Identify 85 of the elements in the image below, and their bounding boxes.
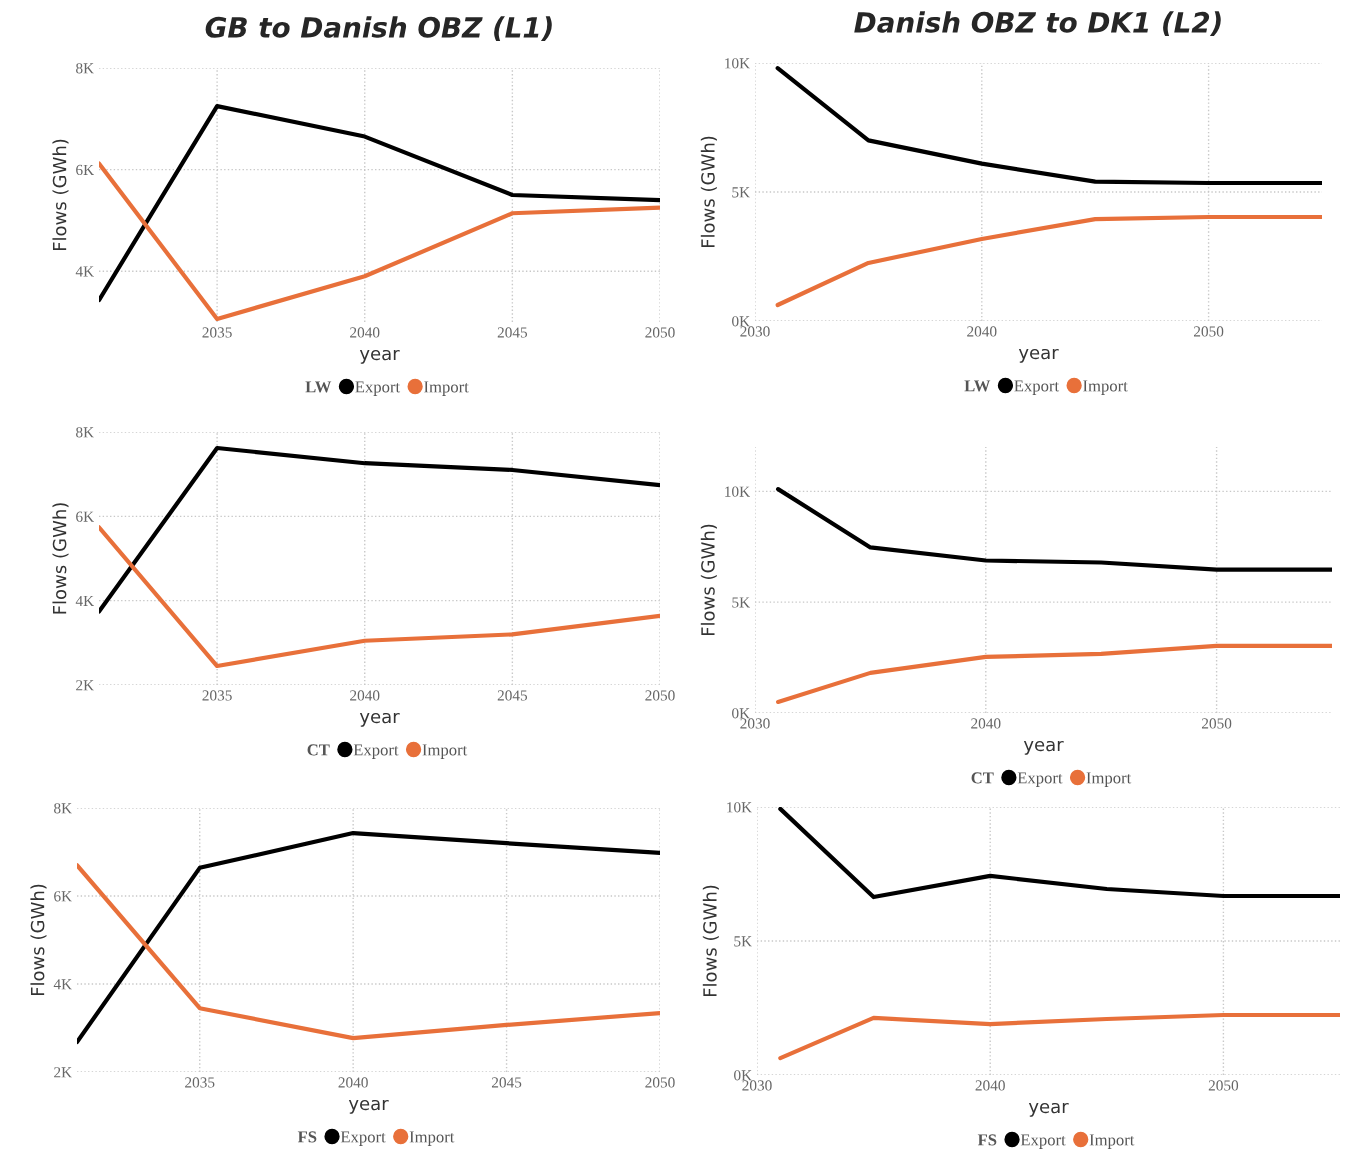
- y-axis-title: Flows (GWh): [700, 524, 717, 636]
- line-series: [99, 445, 660, 614]
- legend-label: Export: [1020, 1134, 1066, 1149]
- line-series: [77, 863, 660, 1041]
- y-tick-label: 8K: [54, 803, 72, 814]
- line-series: [77, 830, 660, 1045]
- x-tick-label: 2040: [350, 690, 380, 701]
- x-tick-label: 2050: [645, 1077, 675, 1088]
- legend-label: Export: [353, 744, 399, 759]
- legend-label: Export: [340, 1131, 386, 1146]
- line-series: [775, 66, 1322, 186]
- y-tick-label: 2K: [76, 680, 94, 691]
- line-series: [99, 525, 660, 669]
- legend-label: Import: [424, 381, 469, 396]
- x-tick-label: 2050: [645, 690, 675, 701]
- x-tick-label: 2040: [967, 326, 997, 337]
- y-tick-label: 5K: [732, 187, 750, 198]
- x-tick-label: 2030: [740, 718, 770, 729]
- legend-title: LW: [964, 380, 991, 392]
- x-axis-title: year: [348, 1099, 389, 1114]
- x-tick-label: 2045: [497, 690, 528, 701]
- x-tick-label: 2050: [1193, 326, 1224, 337]
- x-axis-title: year: [359, 349, 400, 364]
- x-axis-title: year: [1018, 348, 1059, 363]
- legend-label: Import: [1089, 1134, 1135, 1149]
- legend-label: Import: [1083, 380, 1128, 395]
- x-tick-label: 2030: [742, 1080, 772, 1091]
- y-tick-label: 4K: [75, 266, 94, 277]
- y-tick-label: 0K: [734, 1070, 752, 1081]
- y-tick-label: 4K: [75, 595, 94, 606]
- y-tick-label: 10K: [727, 802, 752, 813]
- line-series: [775, 214, 1322, 308]
- legend-title: CT: [307, 744, 330, 756]
- y-tick-label: 6K: [76, 164, 94, 176]
- y-axis-title: Flows (GWh): [30, 884, 47, 996]
- y-tick-label: 10K: [725, 486, 750, 497]
- y-tick-label: 0K: [732, 708, 750, 719]
- x-tick-label: 2040: [338, 1077, 368, 1088]
- line-series: [775, 643, 1332, 705]
- legend-title: LW: [305, 381, 332, 393]
- y-tick-label: 0K: [732, 316, 750, 327]
- legend-label: Import: [1086, 772, 1132, 787]
- y-axis-title: Flows (GWh): [52, 139, 69, 251]
- legend-title: FS: [297, 1131, 317, 1143]
- legend-label: Import: [422, 744, 468, 759]
- x-tick-label: 2035: [202, 327, 232, 338]
- legend-label: Export: [355, 381, 401, 396]
- y-tick-label: 10K: [725, 58, 750, 69]
- x-tick-label: 2035: [185, 1077, 215, 1088]
- x-tick-label: 2035: [202, 690, 232, 701]
- line-series: [99, 161, 660, 322]
- y-tick-label: 8K: [76, 427, 94, 438]
- chart-title: Danish OBZ to DK1 (L2): [854, 11, 1221, 37]
- y-tick-label: 6K: [76, 511, 94, 522]
- legend-title: CT: [971, 772, 994, 784]
- x-tick-label: 2050: [645, 327, 675, 338]
- y-axis-title: Flows (GWh): [700, 136, 717, 248]
- y-tick-label: 8K: [76, 63, 94, 74]
- legend-label: Export: [1014, 380, 1060, 395]
- chart-title: GB to Danish OBZ (L1): [205, 16, 552, 42]
- legend-label: Import: [409, 1131, 455, 1146]
- line-series: [778, 1012, 1340, 1061]
- x-tick-label: 2040: [350, 327, 380, 338]
- x-axis-title: year: [1023, 740, 1064, 755]
- y-tick-label: 5K: [732, 597, 750, 608]
- legend-title: FS: [977, 1134, 997, 1146]
- line-series: [775, 487, 1332, 572]
- x-tick-label: 2040: [971, 718, 1001, 729]
- y-axis-title: Flows (GWh): [702, 885, 719, 997]
- y-tick-label: 6K: [54, 891, 72, 902]
- y-tick-label: 2K: [54, 1067, 72, 1078]
- line-series: [99, 104, 660, 303]
- x-axis-title: year: [359, 712, 400, 727]
- x-tick-label: 2050: [1201, 718, 1232, 729]
- y-tick-label: 5K: [734, 936, 752, 947]
- legend-label: Export: [1017, 772, 1063, 787]
- x-tick-label: 2045: [491, 1077, 522, 1088]
- x-tick-label: 2030: [740, 326, 770, 337]
- line-series: [778, 807, 1340, 900]
- x-tick-label: 2040: [975, 1080, 1005, 1091]
- x-tick-label: 2045: [497, 327, 528, 338]
- x-tick-label: 2050: [1208, 1080, 1239, 1091]
- y-axis-title: Flows (GWh): [52, 503, 69, 614]
- x-axis-title: year: [1028, 1102, 1069, 1117]
- y-tick-label: 4K: [53, 979, 72, 990]
